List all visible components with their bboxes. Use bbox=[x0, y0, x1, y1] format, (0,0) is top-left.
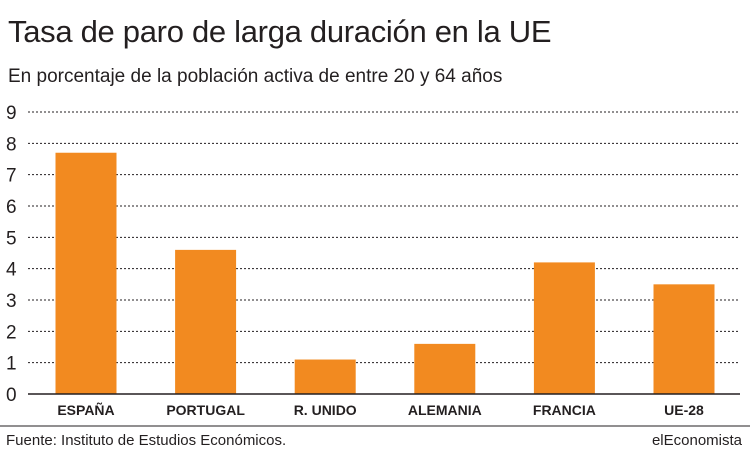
chart-title: Tasa de paro de larga duración en la UE bbox=[8, 14, 552, 49]
bar-portugal bbox=[175, 249, 237, 394]
bar-r-unido bbox=[294, 359, 356, 394]
y-tick-label: 0 bbox=[6, 385, 17, 406]
axes: 0 1 2 3 4 5 6 7 8 9 ESPAÑA PORTUGAL R. UNIDO ALEMANIA… bbox=[0, 103, 750, 427]
y-tick-label: 5 bbox=[6, 228, 17, 249]
source-note: Fuente: Instituto de Estudios Económicos… bbox=[6, 432, 287, 449]
x-category-label: ALEMANIA bbox=[408, 402, 482, 418]
x-category-label: ESPAÑA bbox=[57, 401, 114, 418]
bars bbox=[55, 152, 715, 394]
y-tick-label: 4 bbox=[6, 260, 17, 281]
x-category-label: R. UNIDO bbox=[294, 402, 357, 418]
bar-alemania bbox=[414, 343, 476, 394]
y-tick-label: 7 bbox=[6, 166, 17, 187]
y-tick-label: 6 bbox=[6, 197, 17, 218]
bar-chart: 0 1 2 3 4 5 6 7 8 9 ESPAÑA PORTUGAL R. UNIDO ALEMANIA… bbox=[0, 103, 750, 427]
x-category-label: PORTUGAL bbox=[166, 402, 245, 418]
y-tick-label: 2 bbox=[6, 322, 17, 343]
x-category-label: FRANCIA bbox=[533, 402, 596, 418]
y-tick-label: 1 bbox=[6, 354, 17, 375]
bar-españa bbox=[55, 152, 117, 394]
bar-francia bbox=[533, 262, 595, 394]
bar-ue-28 bbox=[653, 284, 715, 394]
gridlines bbox=[28, 111, 740, 364]
x-category-label: UE-28 bbox=[664, 402, 704, 418]
y-tick-label: 9 bbox=[6, 103, 17, 124]
brand-logo-text: elEconomista bbox=[651, 432, 742, 449]
y-tick-label: 3 bbox=[6, 291, 17, 312]
chart-subtitle: En porcentaje de la población activa de … bbox=[8, 66, 503, 87]
y-tick-label: 8 bbox=[6, 134, 17, 155]
